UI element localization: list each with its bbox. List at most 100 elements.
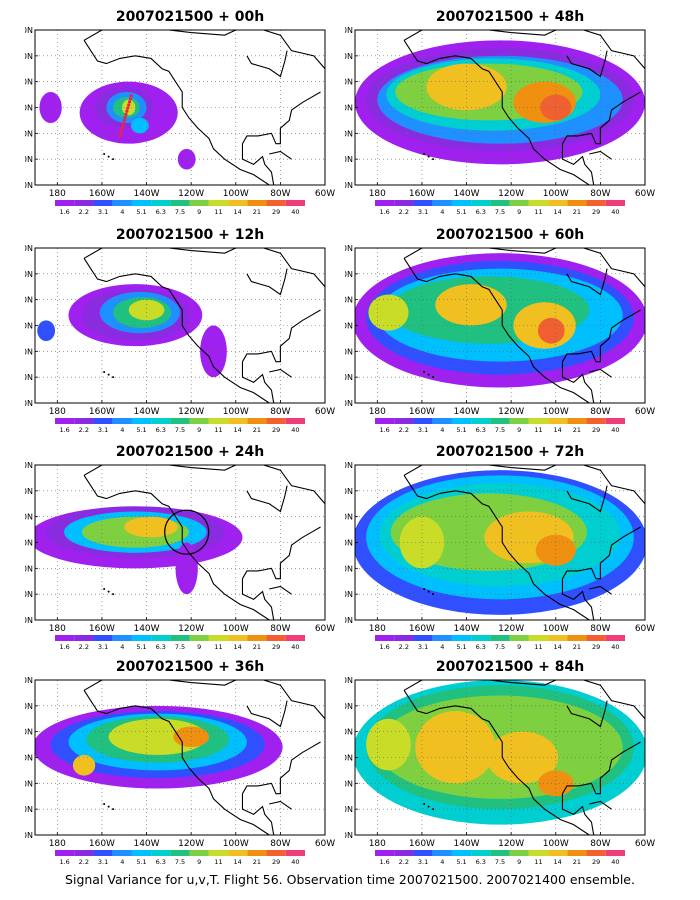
- colorbar-label: 9: [197, 858, 201, 866]
- colorbar-swatch: [413, 200, 433, 206]
- colorbar-label: 2.2: [79, 858, 89, 866]
- variance-field: [35, 30, 325, 185]
- lon-label: 160W: [409, 839, 435, 849]
- lon-label: 160W: [409, 624, 435, 634]
- colorbar-label: 6.3: [476, 858, 486, 866]
- panel-title: 2007021500 + 84h: [435, 659, 585, 675]
- colorbar-label: 21: [253, 208, 261, 216]
- colorbar-swatch: [247, 418, 267, 424]
- lat-label: 20N: [345, 805, 353, 814]
- map-svg: 70N 60N 50N 40N 30N 20N 10N 180 160W 140W 120W 100W…: [25, 461, 335, 651]
- lon-label: 100W: [223, 624, 249, 634]
- lon-label: 180: [49, 624, 66, 634]
- colorbar-label: 3.1: [98, 208, 108, 216]
- colorbar-swatch: [586, 850, 606, 856]
- contour-region: [537, 317, 565, 344]
- lon-label: 80W: [590, 839, 610, 849]
- colorbar-label: 11: [214, 858, 222, 866]
- lat-label: 30N: [345, 564, 353, 573]
- lon-label: 60W: [315, 189, 335, 199]
- lon-label: 120W: [178, 407, 204, 417]
- colorbar-swatch: [74, 200, 94, 206]
- colorbar-label: 4: [440, 858, 444, 866]
- colorbar-label: 4: [120, 208, 124, 216]
- map-svg: 70N 60N 50N 40N 30N 20N 10N 180 160W 140W 120W 100W…: [345, 676, 655, 866]
- panel-title: 2007021500 + 72h: [435, 444, 585, 460]
- colorbar-label: 29: [272, 858, 280, 866]
- lat-label: 50N: [345, 78, 353, 87]
- colorbar-swatch: [471, 850, 491, 856]
- colorbar-label: 7.5: [175, 858, 185, 866]
- colorbar-swatch: [189, 850, 209, 856]
- lon-label: 100W: [543, 189, 569, 199]
- colorbar-swatch: [112, 418, 132, 424]
- lat-label: 50N: [345, 296, 353, 305]
- colorbar-label: 14: [554, 426, 562, 434]
- colorbar-label: 29: [592, 858, 600, 866]
- panel-title: 2007021500 + 00h: [115, 9, 265, 25]
- lon-label: 120W: [498, 839, 524, 849]
- colorbar-swatch: [567, 418, 587, 424]
- variance-field: [35, 680, 325, 835]
- colorbar-swatch: [131, 418, 152, 424]
- colorbar-label: 2.2: [79, 426, 89, 434]
- colorbar-swatch: [528, 418, 549, 424]
- observation-point: [125, 109, 129, 113]
- lon-label: 60W: [635, 839, 655, 849]
- colorbar-label: 11: [214, 426, 222, 434]
- contour-region: [399, 516, 445, 569]
- colorbar-label: 21: [253, 643, 261, 651]
- colorbar-swatch: [285, 635, 305, 641]
- observation-point: [119, 128, 124, 132]
- colorbar-swatch: [131, 850, 152, 856]
- colorbar-label: 3.1: [418, 426, 428, 434]
- colorbar-label: 1.6: [59, 208, 69, 216]
- colorbar-swatch: [548, 635, 568, 641]
- contour-region: [486, 731, 558, 784]
- colorbar-swatch: [509, 850, 529, 856]
- colorbar-label: 11: [534, 643, 542, 651]
- lat-label: 70N: [25, 244, 33, 253]
- colorbar-label: 21: [573, 208, 581, 216]
- colorbar-label: 7.5: [495, 208, 505, 216]
- lon-label: 160W: [409, 189, 435, 199]
- colorbar-label: 9: [197, 426, 201, 434]
- colorbar-swatch: [394, 200, 414, 206]
- colorbar-label: 3.1: [418, 208, 428, 216]
- colorbar-label: 21: [253, 858, 261, 866]
- colorbar-label: 29: [592, 208, 600, 216]
- colorbar-label: 4: [120, 426, 124, 434]
- lat-label: 20N: [345, 373, 353, 382]
- contour-region: [535, 534, 576, 566]
- colorbar-swatch: [413, 635, 433, 641]
- colorbar-swatch: [93, 200, 113, 206]
- variance-field: [355, 30, 645, 185]
- colorbar-label: 3.1: [418, 858, 428, 866]
- lon-label: 160W: [89, 624, 115, 634]
- colorbar-swatch: [170, 200, 190, 206]
- colorbar-label: 6.3: [156, 208, 166, 216]
- variance-field: [355, 465, 645, 620]
- lat-label: 40N: [345, 754, 353, 763]
- contour-region: [368, 294, 409, 331]
- colorbar-swatch: [394, 850, 414, 856]
- observation-point: [127, 100, 132, 104]
- colorbar-swatch: [266, 635, 286, 641]
- colorbar-swatch: [528, 635, 549, 641]
- lat-label: 60N: [25, 52, 33, 61]
- colorbar-swatch: [605, 850, 625, 856]
- lon-label: 80W: [590, 189, 610, 199]
- coastline: [83, 465, 325, 620]
- colorbar-label: 1.6: [379, 208, 389, 216]
- coastline: [83, 248, 325, 403]
- colorbar-swatch: [247, 200, 267, 206]
- lon-label: 60W: [635, 189, 655, 199]
- colorbar-swatch: [548, 418, 568, 424]
- colorbar-swatch: [451, 200, 472, 206]
- colorbar-label: 7.5: [495, 643, 505, 651]
- figure-caption: Signal Variance for u,v,T. Flight 56. Ob…: [65, 872, 635, 887]
- colorbar-swatch: [605, 635, 625, 641]
- colorbar-label: 14: [554, 643, 562, 651]
- colorbar-label: 14: [234, 858, 242, 866]
- colorbar-label: 14: [234, 643, 242, 651]
